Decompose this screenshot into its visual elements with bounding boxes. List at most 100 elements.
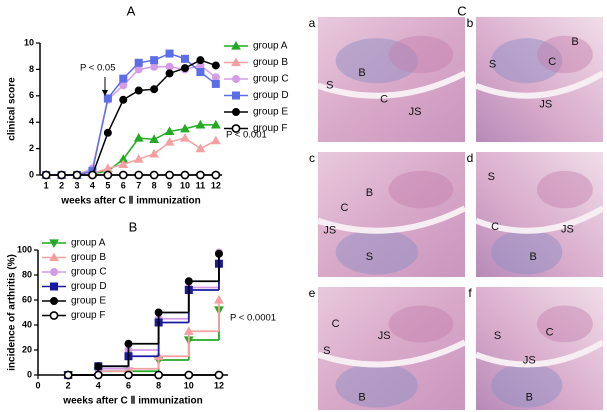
tissue-region — [388, 170, 454, 209]
legend-marker — [231, 91, 240, 100]
x-tick-label: 3 — [75, 180, 80, 190]
legend-marker — [49, 239, 59, 249]
marker — [103, 170, 113, 180]
marker — [180, 123, 190, 133]
marker — [63, 370, 73, 380]
tissue-label: C — [380, 93, 388, 105]
marker — [150, 56, 159, 65]
legend-marker — [50, 296, 59, 305]
marker — [134, 170, 144, 180]
tissue-label: JS — [323, 225, 336, 237]
marker — [211, 73, 220, 82]
marker — [164, 136, 175, 146]
marker — [211, 170, 221, 180]
y-axis-label: clinical score — [7, 77, 18, 141]
tissue-region — [536, 305, 593, 343]
marker — [93, 370, 103, 380]
marker — [184, 277, 193, 286]
tissue-region — [536, 170, 593, 209]
marker — [103, 94, 112, 103]
x-tick-label: 10 — [180, 180, 190, 190]
x-tick-label: 4 — [96, 380, 101, 390]
marker — [57, 170, 66, 180]
x-tick-label: 11 — [196, 180, 206, 190]
chart-title: A — [127, 3, 136, 18]
tissue-label: JS — [523, 355, 536, 367]
marker — [149, 134, 160, 143]
joint-space — [474, 205, 605, 234]
legend-marker — [231, 40, 241, 50]
marker — [134, 86, 143, 95]
x-tick-label: 8 — [156, 380, 161, 390]
panel-letter: a — [309, 16, 316, 30]
marker — [149, 148, 160, 158]
tissue-region — [335, 363, 418, 408]
x-tick-label: 12 — [214, 380, 224, 390]
tissue-label: S — [323, 345, 330, 357]
marker — [150, 62, 159, 71]
panel-letter: b — [467, 16, 474, 30]
histology-panels — [317, 17, 605, 410]
marker — [196, 170, 205, 180]
marker — [210, 135, 221, 145]
tissue-label: S — [489, 58, 496, 70]
tissue-label: B — [358, 392, 365, 404]
legend-label: group E — [71, 296, 106, 307]
marker — [72, 170, 82, 180]
marker — [134, 65, 143, 74]
y-tick-label: 4 — [29, 117, 34, 127]
x-tick-label: 7 — [136, 180, 141, 190]
marker — [214, 249, 223, 258]
marker — [183, 326, 194, 335]
marker — [165, 69, 174, 78]
legend-label: group B — [71, 252, 106, 263]
marker — [165, 170, 174, 180]
marker — [133, 154, 144, 163]
legend-marker — [231, 124, 241, 133]
marker — [118, 170, 128, 180]
panel-title: C — [457, 3, 466, 18]
x-tick-label: 2 — [59, 180, 64, 190]
marker — [195, 143, 206, 153]
marker — [211, 79, 220, 88]
y-tick-label: 100 — [17, 244, 32, 254]
marker — [165, 62, 174, 71]
tissue-label: C — [332, 318, 340, 330]
tissue-region — [491, 38, 563, 84]
x-tick-label: 6 — [121, 180, 126, 190]
tissue-label: S — [366, 251, 373, 263]
tissue-label: C — [491, 221, 499, 233]
x-tick-label: 5 — [105, 180, 110, 190]
x-tick-label: 2 — [66, 380, 71, 390]
x-tick-label: 4 — [90, 180, 95, 190]
panel-letter: f — [468, 286, 472, 300]
tissue-label: JS — [409, 106, 422, 118]
tissue-region — [335, 38, 418, 84]
marker — [180, 64, 189, 73]
tissue-region — [388, 305, 454, 343]
marker — [180, 170, 190, 180]
annotation: P < 0.0001 — [230, 313, 276, 324]
marker — [154, 308, 163, 317]
tissue-label: B — [571, 36, 578, 48]
marker — [119, 95, 128, 104]
x-tick-label: 0 — [35, 380, 40, 390]
y-tick-label: 80 — [22, 269, 32, 279]
series-line — [46, 52, 217, 176]
legend-marker — [231, 75, 240, 84]
panel-letter: e — [309, 286, 316, 300]
marker — [210, 119, 221, 129]
marker — [184, 370, 194, 380]
legend-label: group B — [253, 57, 288, 68]
legend-label: group A — [71, 238, 106, 249]
marker — [150, 85, 159, 94]
legend-marker — [49, 252, 59, 262]
legend-label: group D — [253, 90, 289, 101]
tissue-label: B — [366, 187, 373, 199]
marker — [103, 128, 112, 137]
marker — [211, 61, 220, 70]
joint-space — [474, 70, 605, 99]
marker — [180, 133, 190, 142]
legend-label: group C — [71, 267, 107, 278]
